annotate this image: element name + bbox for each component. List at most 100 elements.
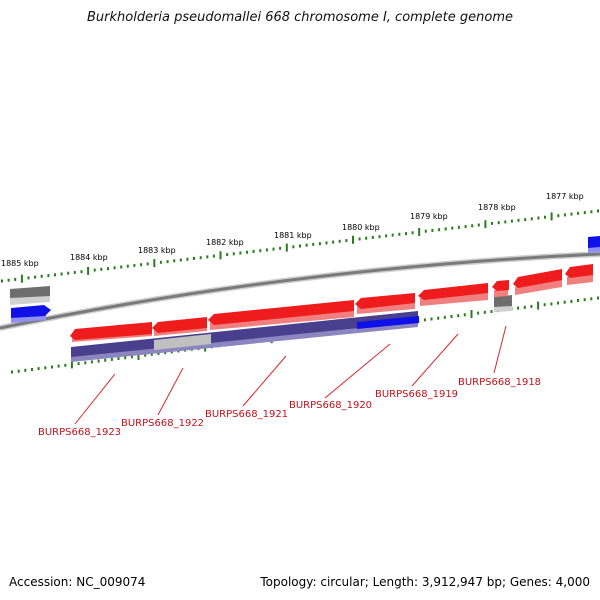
minor-tick — [451, 226, 454, 230]
gene-label: BURPS668_1921 — [205, 409, 288, 420]
minor-tick — [345, 239, 348, 243]
minor-tick — [318, 242, 321, 246]
gene-arrow-right-1[interactable] — [513, 269, 562, 295]
minor-tick — [1, 279, 3, 283]
minor-tick — [504, 220, 507, 224]
minor-tick — [299, 244, 301, 248]
minor-tick — [40, 274, 43, 278]
minor-tick — [7, 278, 10, 282]
minor-tick — [444, 227, 447, 231]
feature-grey-left — [10, 286, 50, 305]
minor-tick — [146, 262, 149, 266]
minor-tick — [27, 276, 30, 280]
minor-tick — [37, 367, 40, 371]
minor-tick — [113, 266, 116, 270]
minor-tick — [497, 221, 500, 225]
leader-lines — [74, 325, 507, 425]
minor-tick — [385, 234, 388, 238]
minor-tick — [34, 275, 37, 279]
minor-tick — [232, 252, 235, 256]
minor-tick — [523, 305, 526, 309]
minor-tick — [597, 209, 599, 213]
minor-tick — [90, 360, 93, 364]
minor-tick — [193, 256, 195, 260]
minor-tick — [332, 240, 335, 244]
major-tick — [537, 301, 540, 310]
minor-tick — [391, 233, 394, 237]
minor-tick — [265, 248, 268, 252]
minor-tick — [438, 228, 441, 232]
gene-labels: BURPS668_1923 BURPS668_1922 BURPS668_192… — [38, 377, 541, 438]
feature-light-grey — [154, 334, 211, 350]
gene-burps668-1919[interactable] — [418, 283, 488, 306]
minor-tick — [411, 231, 414, 235]
minor-tick — [365, 236, 368, 240]
minor-tick — [179, 258, 182, 262]
minor-tick — [537, 216, 540, 220]
minor-tick — [272, 247, 275, 251]
minor-tick — [239, 251, 242, 255]
minor-tick — [159, 260, 162, 264]
minor-tick — [550, 302, 553, 306]
minor-tick — [312, 242, 315, 246]
minor-tick — [398, 232, 401, 236]
minor-tick — [437, 316, 440, 320]
scale-labels: 1885 kbp 1884 kbp 1883 kbp 1882 kbp 1881… — [1, 192, 584, 268]
minor-tick — [80, 270, 83, 274]
gene-burps668-1920[interactable] — [355, 293, 415, 314]
minor-tick — [577, 211, 580, 215]
minor-tick — [557, 214, 560, 218]
minor-tick — [338, 239, 341, 243]
gene-burps668-1918[interactable] — [492, 280, 509, 297]
minor-tick — [443, 315, 446, 319]
minor-tick — [570, 299, 573, 303]
minor-tick — [64, 363, 67, 367]
major-tick — [20, 274, 23, 283]
minor-tick — [491, 221, 493, 225]
scale-label: 1879 kbp — [410, 212, 448, 221]
gene-burps668-1922[interactable] — [152, 317, 207, 336]
minor-tick — [583, 298, 586, 302]
minor-tick — [166, 260, 169, 264]
minor-tick — [186, 257, 189, 261]
minor-tick — [14, 277, 17, 281]
chromosome-backbone-line — [0, 252, 600, 330]
minor-tick — [226, 253, 229, 257]
page-title: Burkholderia pseudomallei 668 chromosome… — [86, 10, 514, 25]
feature-blue-right — [588, 236, 600, 253]
minor-tick — [84, 361, 87, 365]
feature-grey-right — [494, 295, 512, 312]
minor-tick — [430, 317, 433, 321]
minor-tick — [17, 369, 20, 373]
minor-tick — [544, 215, 546, 219]
gene-arrow-right-2[interactable] — [565, 264, 593, 285]
scale-label: 1883 kbp — [138, 246, 176, 255]
gene-burps668-1923[interactable] — [70, 322, 152, 342]
minor-tick — [259, 249, 262, 253]
minor-tick — [24, 368, 27, 372]
minor-tick — [246, 250, 248, 254]
minor-tick — [110, 357, 113, 361]
minor-tick — [11, 370, 13, 374]
minor-tick — [44, 366, 47, 370]
scale-label: 1877 kbp — [546, 192, 584, 201]
minor-tick — [490, 310, 493, 313]
minor-tick — [457, 225, 460, 229]
minor-tick — [292, 245, 295, 249]
minor-tick — [471, 224, 474, 228]
minor-tick — [124, 356, 127, 360]
gene-burps668-1921[interactable] — [208, 300, 354, 330]
major-tick — [484, 220, 487, 229]
minor-tick — [524, 218, 527, 222]
gene-label: BURPS668_1920 — [289, 400, 372, 411]
minor-tick — [325, 241, 328, 245]
minor-tick — [100, 267, 103, 271]
minor-tick — [54, 273, 56, 277]
genome-summary-text: Topology: circular; Length: 3,912,947 bp… — [260, 575, 590, 589]
minor-tick — [73, 270, 76, 274]
minor-tick — [107, 267, 109, 271]
minor-tick — [358, 237, 361, 241]
scale-label: 1881 kbp — [274, 231, 312, 240]
minor-tick — [104, 358, 107, 362]
minor-tick — [252, 249, 255, 253]
